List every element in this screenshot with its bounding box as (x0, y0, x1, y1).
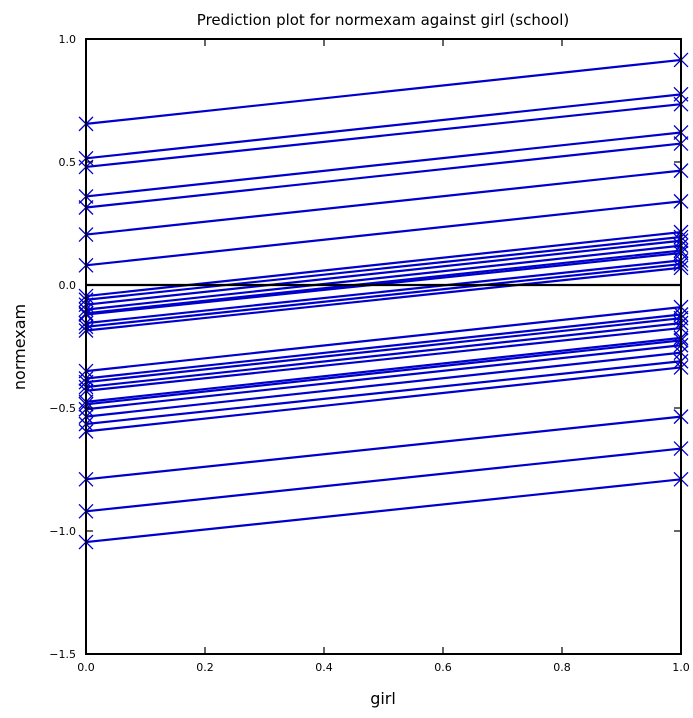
y-tick-label: 1.0 (59, 33, 77, 46)
series-line (85, 322, 682, 389)
series-line (85, 249, 682, 315)
series-3 (78, 96, 689, 175)
x-tick-label: 0.2 (196, 661, 214, 674)
series-line (85, 317, 682, 384)
series-line (85, 239, 682, 306)
series-17 (78, 299, 689, 379)
tick-layer: 0.0 0.2 0.4 0.6 0.8 1.0 −1.5 −1.0 −0.5 0.0 0.5 1.0 (49, 33, 689, 674)
x-tick-label: 0.0 (77, 661, 95, 674)
chart-title: Prediction plot for normexam against gir… (197, 11, 569, 29)
series-layer (78, 52, 689, 550)
series-line (85, 366, 682, 433)
series-line (85, 266, 682, 332)
series-30 (78, 471, 689, 550)
series-line (85, 415, 682, 481)
series-29 (78, 441, 689, 519)
series-25 (78, 345, 689, 425)
x-axis-label: girl (370, 689, 396, 708)
y-axis-label: normexam (10, 304, 29, 390)
series-line (85, 244, 682, 311)
series-line (85, 344, 682, 411)
plot-frame (85, 38, 682, 655)
y-tick-label: −1.5 (49, 648, 76, 661)
y-tick-label: 0.5 (59, 156, 77, 169)
series-line (85, 360, 682, 426)
series-line (85, 351, 682, 418)
series-line (85, 93, 682, 160)
series-1 (78, 52, 689, 132)
series-line (85, 339, 682, 406)
series-line (85, 447, 682, 513)
series-7 (78, 193, 689, 273)
series-line (85, 259, 682, 325)
series-line (85, 169, 682, 236)
series-line (85, 231, 682, 298)
series-line (85, 58, 682, 125)
series-line (85, 326, 682, 392)
x-tick-label: 0.8 (553, 661, 571, 674)
y-tick-label: −0.5 (49, 402, 76, 415)
x-tick-label: 0.4 (315, 661, 333, 674)
series-line (85, 235, 682, 301)
x-tick-label: 0.6 (434, 661, 452, 674)
series-line (85, 251, 682, 316)
series-line (85, 336, 682, 403)
series-line (85, 478, 682, 544)
series-line (85, 200, 682, 267)
y-tick-label: 0.0 (59, 279, 77, 292)
series-28 (78, 409, 689, 487)
series-4 (78, 125, 689, 204)
series-line (85, 313, 682, 380)
series-line (85, 262, 682, 328)
x-tick-label: 1.0 (672, 661, 690, 674)
series-line (85, 306, 682, 373)
series-line (85, 142, 682, 209)
series-line (85, 131, 682, 198)
y-tick-label: −1.0 (49, 525, 76, 538)
series-line (85, 103, 682, 169)
